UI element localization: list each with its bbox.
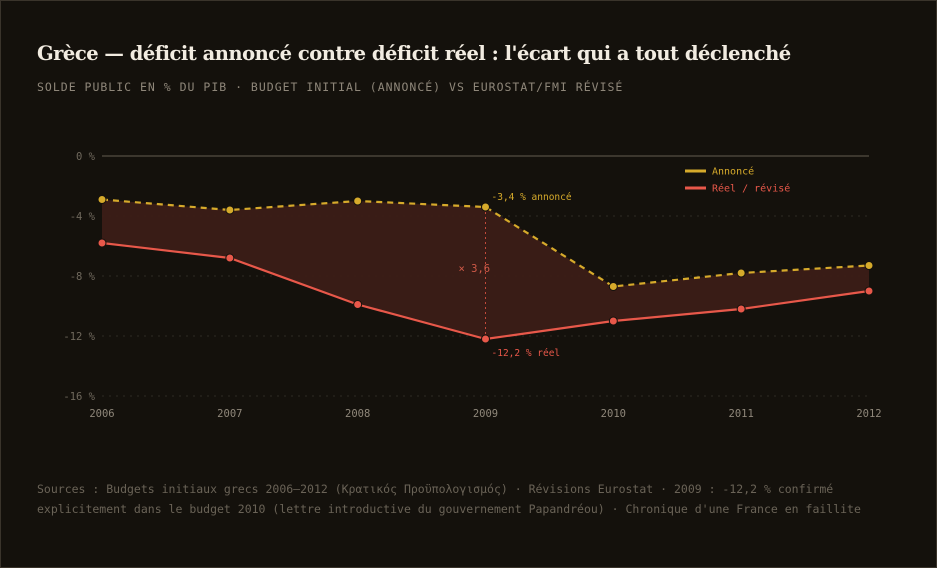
y-tick-label: 0 %	[76, 151, 96, 163]
announced-point	[481, 202, 490, 212]
legend-label: Réel / révisé	[712, 183, 790, 195]
real-2009-label: -12,2 % réel	[492, 348, 561, 359]
real-point	[736, 304, 746, 314]
real-point	[225, 253, 235, 263]
real-point	[608, 316, 618, 326]
announced-2009-label: -3,4 % annoncé	[492, 192, 572, 203]
announced-point	[97, 195, 107, 204]
x-tick-label: 2008	[345, 408, 370, 420]
announced-point	[864, 261, 874, 270]
y-tick-label: -12 %	[63, 331, 95, 343]
announced-point	[608, 282, 618, 291]
legend-label: Annoncé	[712, 166, 754, 178]
x-tick-label: 2006	[89, 408, 114, 420]
x-tick-label: 2009	[473, 408, 498, 420]
real-point	[353, 300, 363, 309]
real-point	[864, 286, 874, 296]
x-tick-label: 2012	[856, 408, 881, 420]
x-tick-label: 2007	[217, 408, 242, 420]
announced-point	[736, 268, 746, 278]
gap-label: × 3,6	[459, 263, 491, 275]
y-tick-label: -4 %	[70, 211, 96, 223]
source-note: Sources : Budgets initiaux grecs 2006–20…	[37, 482, 861, 516]
announced-point	[225, 205, 235, 215]
y-tick-label: -16 %	[63, 391, 95, 403]
real-point	[481, 334, 490, 344]
chart-subtitle: SOLDE PUBLIC EN % DU PIB · BUDGET INITIA…	[37, 80, 624, 94]
x-tick-label: 2011	[729, 408, 754, 420]
gap-area	[102, 199, 869, 339]
real-point	[97, 238, 107, 248]
y-tick-label: -8 %	[70, 271, 96, 283]
announced-point	[353, 196, 363, 206]
chart-title: Grèce — déficit annoncé contre déficit r…	[37, 42, 791, 65]
x-tick-label: 2010	[601, 408, 626, 420]
